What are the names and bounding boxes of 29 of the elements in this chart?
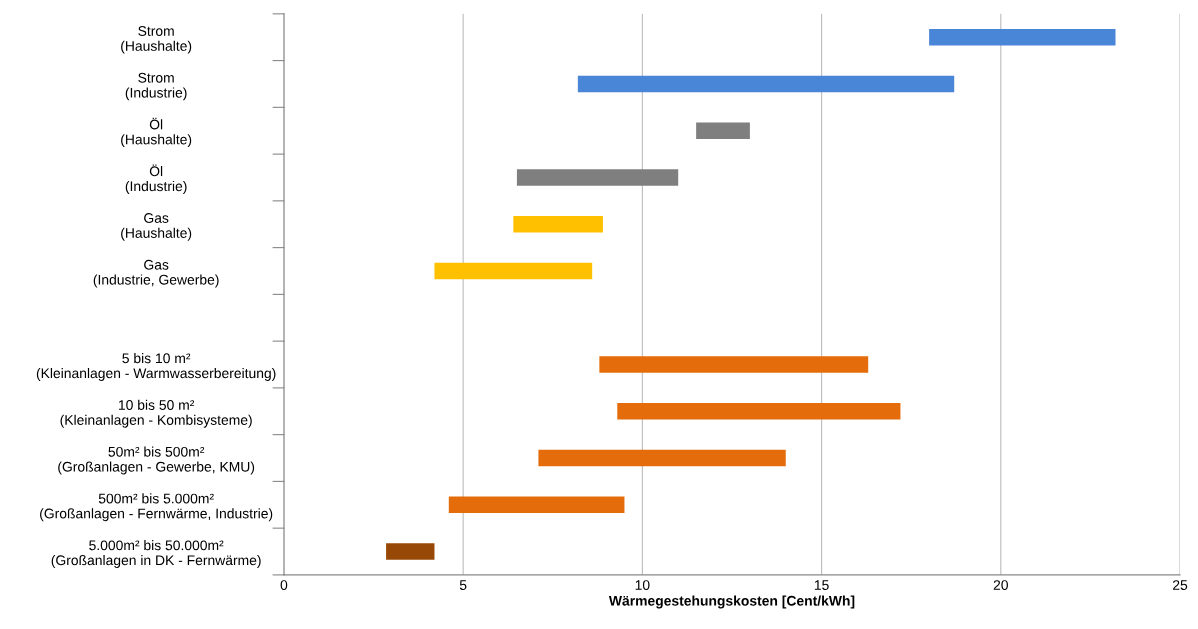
y-tick-label: Strom (Industrie) <box>125 72 187 101</box>
bar <box>434 262 593 280</box>
bar <box>516 169 679 186</box>
x-tick-label: 25 <box>1173 580 1188 590</box>
x-tick-label: 0 <box>280 580 288 590</box>
bar <box>696 122 750 139</box>
y-tick-label: 10 bis 50 m² (Kleinanlagen - Kombisysteme) <box>60 399 252 428</box>
y-tick-label: 50m² bis 500m² (Großanlagen - Gewerbe, KMU) <box>58 446 255 475</box>
x-tick-label: 20 <box>993 580 1008 590</box>
bar <box>599 356 869 373</box>
y-tick-label: 5 bis 10 m² (Kleinanlagen - Warmwasserbereitung) <box>36 353 276 381</box>
y-tick-label: 500m² bis 5.000m² (Großanlagen - Fernwärme, Industrie) <box>40 493 273 522</box>
y-tick-label: Gas (Industrie, Gewerbe) <box>93 259 219 288</box>
bar <box>448 496 625 513</box>
bar <box>617 403 901 420</box>
bar <box>386 543 435 560</box>
bar <box>513 216 603 233</box>
bar <box>538 449 786 467</box>
y-tick-label: Strom (Haushalte) <box>121 26 192 54</box>
y-tick-label: Öl (Industrie) <box>125 164 187 194</box>
bar <box>577 75 955 93</box>
x-tick-label: 10 <box>635 580 650 590</box>
y-tick-label: Gas (Haushalte) <box>121 213 192 241</box>
bar <box>929 29 1116 46</box>
y-tick-label: Öl (Haushalte) <box>121 117 192 148</box>
x-axis-title: Wärmegestehungskosten [Cent/kWh] <box>608 595 855 609</box>
x-tick-label: 15 <box>814 580 829 590</box>
x-tick-label: 5 <box>459 580 467 590</box>
y-tick-label: 5.000m² bis 50.000m² (Großanlagen in DK - Fernwärme) <box>51 540 261 568</box>
